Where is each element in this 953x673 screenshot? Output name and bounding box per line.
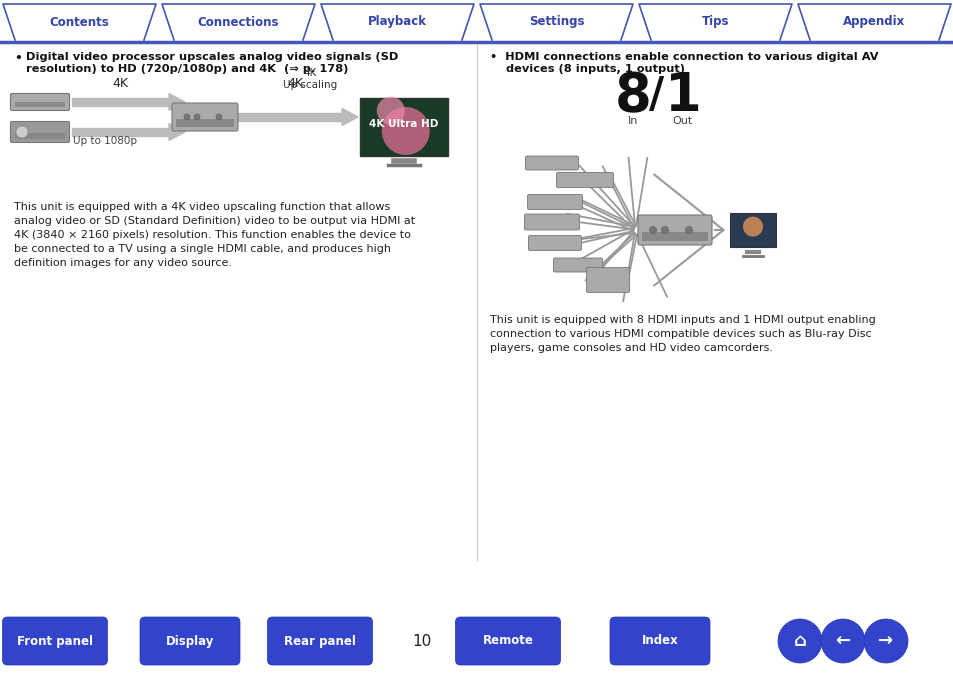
Circle shape — [778, 619, 821, 663]
Text: This unit is equipped with 8 HDMI inputs and 1 HDMI output enabling
connection t: This unit is equipped with 8 HDMI inputs… — [490, 315, 875, 353]
Circle shape — [649, 227, 656, 234]
Polygon shape — [3, 4, 156, 40]
Circle shape — [821, 619, 864, 663]
Circle shape — [184, 114, 190, 120]
Text: Rear panel: Rear panel — [284, 635, 355, 647]
Circle shape — [193, 114, 200, 120]
Circle shape — [660, 227, 668, 234]
Text: Up to 1080p: Up to 1080p — [73, 136, 137, 146]
FancyBboxPatch shape — [455, 617, 560, 665]
Bar — [729, 213, 775, 247]
Polygon shape — [639, 4, 791, 40]
Circle shape — [685, 227, 692, 234]
FancyBboxPatch shape — [525, 156, 578, 170]
Text: Connections: Connections — [197, 15, 279, 28]
Polygon shape — [797, 4, 950, 40]
Text: 4K Ultra HD: 4K Ultra HD — [369, 119, 438, 129]
Circle shape — [215, 114, 222, 120]
Text: Front panel: Front panel — [17, 635, 92, 647]
FancyBboxPatch shape — [10, 94, 70, 110]
Text: •: • — [14, 52, 22, 65]
Text: 10: 10 — [412, 633, 431, 649]
FancyBboxPatch shape — [528, 236, 581, 250]
FancyBboxPatch shape — [3, 617, 108, 665]
FancyBboxPatch shape — [172, 103, 237, 131]
FancyBboxPatch shape — [140, 617, 240, 665]
Bar — [641, 232, 707, 241]
Text: /: / — [649, 74, 664, 116]
Text: Tips: Tips — [701, 15, 728, 28]
Text: Contents: Contents — [50, 15, 110, 28]
Text: 4K: 4K — [112, 77, 128, 90]
FancyBboxPatch shape — [10, 122, 70, 143]
Polygon shape — [169, 94, 185, 110]
Text: Display: Display — [166, 635, 214, 647]
Bar — [175, 118, 233, 127]
Bar — [15, 133, 65, 139]
FancyBboxPatch shape — [553, 258, 602, 272]
Text: Index: Index — [641, 635, 678, 647]
Text: Appendix: Appendix — [842, 15, 904, 28]
Text: Digital video processor upscales analog video signals (SD
resolution) to HD (720: Digital video processor upscales analog … — [26, 52, 398, 73]
Text: Settings: Settings — [528, 15, 583, 28]
Text: Remote: Remote — [482, 635, 533, 647]
Circle shape — [863, 619, 907, 663]
Circle shape — [376, 97, 404, 125]
Polygon shape — [341, 108, 357, 125]
FancyBboxPatch shape — [527, 194, 582, 209]
Circle shape — [381, 107, 429, 155]
Text: 1: 1 — [664, 70, 700, 122]
Polygon shape — [162, 4, 314, 40]
FancyBboxPatch shape — [556, 172, 613, 188]
Text: →: → — [878, 632, 893, 650]
Text: 4K
Up scaling: 4K Up scaling — [283, 69, 336, 90]
Text: Playback: Playback — [368, 15, 427, 28]
Bar — [15, 102, 65, 107]
FancyBboxPatch shape — [524, 214, 578, 230]
Polygon shape — [71, 98, 169, 106]
FancyBboxPatch shape — [609, 617, 709, 665]
Polygon shape — [230, 113, 341, 121]
Polygon shape — [71, 128, 169, 136]
Polygon shape — [169, 124, 185, 141]
Text: This unit is equipped with a 4K video upscaling function that allows
analog vide: This unit is equipped with a 4K video up… — [14, 202, 415, 268]
Circle shape — [742, 217, 762, 237]
Polygon shape — [320, 4, 474, 40]
Polygon shape — [479, 4, 633, 40]
Text: •  HDMI connections enable connection to various digital AV
    devices (8 input: • HDMI connections enable connection to … — [490, 52, 878, 73]
Text: Out: Out — [672, 116, 693, 126]
Circle shape — [16, 126, 28, 138]
FancyBboxPatch shape — [267, 617, 372, 665]
Text: 8: 8 — [614, 70, 651, 122]
FancyBboxPatch shape — [586, 267, 629, 293]
Text: 4K: 4K — [287, 77, 303, 90]
FancyBboxPatch shape — [638, 215, 711, 245]
Text: ←: ← — [835, 632, 850, 650]
Bar — [359, 98, 448, 156]
Text: ⌂: ⌂ — [793, 632, 805, 650]
Text: In: In — [627, 116, 638, 126]
